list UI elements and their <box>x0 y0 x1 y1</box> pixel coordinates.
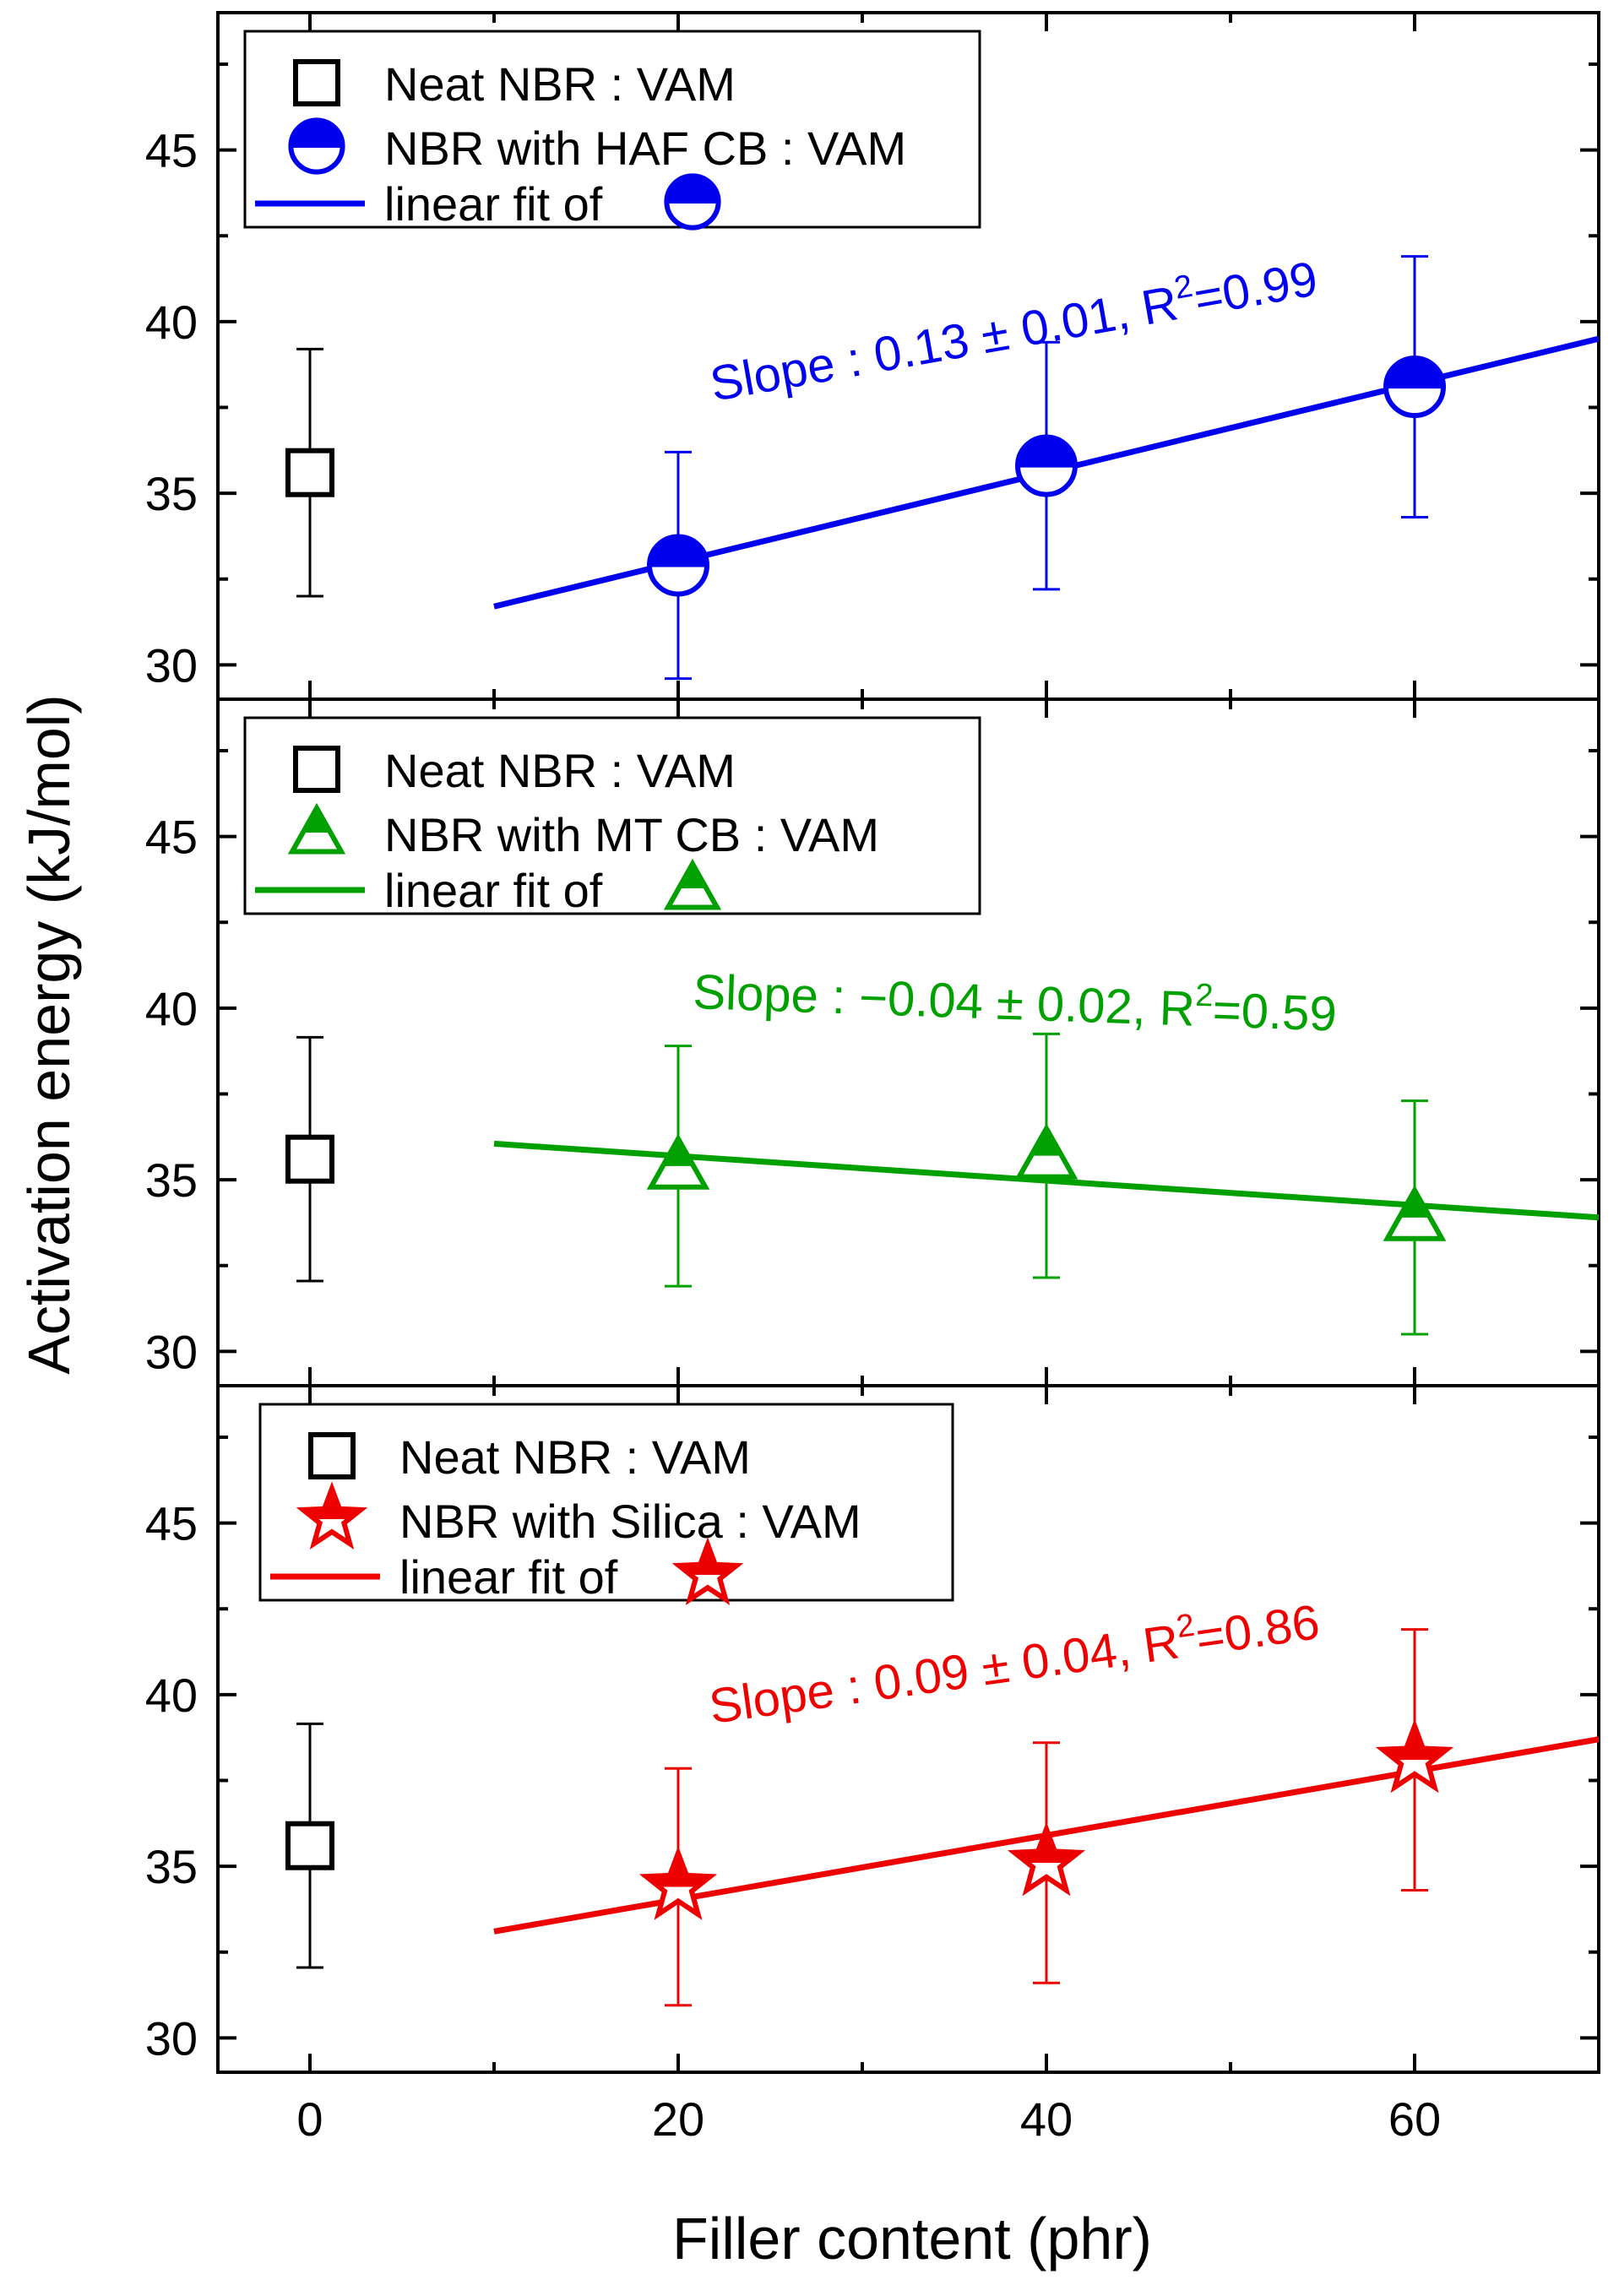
neat-point <box>285 1821 334 1870</box>
y-tick-label: 35 <box>145 1840 198 1893</box>
legend-filled-marker <box>296 1481 368 1550</box>
annotation-text: =0.59 <box>1212 983 1338 1042</box>
legend-neat-marker <box>308 1432 356 1479</box>
legend-label-fit: linear fit of <box>384 177 603 231</box>
panel-middle: 30 35 40 45 Neat NBR : VAM NBR with MT CB : V… <box>145 697 1600 1387</box>
y-tick-label: 30 <box>145 638 198 692</box>
y-axis: 30 35 40 45 <box>145 1386 1600 2072</box>
data-point <box>1014 1123 1078 1180</box>
x-tick-label: 0 <box>296 2092 323 2146</box>
plot-frame <box>216 1384 1600 2074</box>
data-point <box>646 1133 710 1190</box>
legend-filled-marker <box>288 117 345 175</box>
y-tick-label: 45 <box>145 811 198 864</box>
x-tick-label: 60 <box>1388 2092 1441 2146</box>
x-tick-label: 20 <box>652 2092 704 2146</box>
data-point <box>1007 1821 1086 1897</box>
legend-box <box>258 1403 954 1602</box>
y-tick-label: 35 <box>145 1153 198 1207</box>
y-tick-label: 40 <box>145 1669 198 1722</box>
y-tick-label: 40 <box>145 296 198 349</box>
legend-box <box>243 30 981 229</box>
x-axis-label: Filler content (phr) <box>672 2206 1152 2272</box>
x-tick-label: 40 <box>1020 2092 1073 2146</box>
y-tick-label: 45 <box>145 124 198 177</box>
legend-neat-marker <box>293 746 340 793</box>
annotation-superscript: 2 <box>1195 978 1214 1014</box>
y-tick-label: 35 <box>145 467 198 520</box>
legend: Neat NBR : VAM NBR with HAF CB : VAMlinea… <box>243 30 981 231</box>
neat-point <box>285 448 334 497</box>
x-tick-labels: 0 20 40 60 <box>296 2092 1441 2146</box>
legend-label-neat: Neat NBR : VAM <box>384 744 736 797</box>
legend-fit-marker <box>663 858 722 910</box>
legend: Neat NBR : VAM NBR with MT CB : VAMlinear… <box>243 716 981 917</box>
legend-label-neat: Neat NBR : VAM <box>384 57 736 111</box>
legend-filled-marker <box>287 802 346 855</box>
y-axis: 30 35 40 45 <box>145 13 1600 699</box>
legend-label-neat: Neat NBR : VAM <box>399 1430 751 1484</box>
data-point <box>647 534 709 597</box>
legend-label-fit: linear fit of <box>399 1550 618 1604</box>
data-point <box>1375 1718 1454 1794</box>
data-point <box>1383 356 1446 419</box>
legend-fit-marker <box>671 1537 744 1606</box>
y-tick-label: 30 <box>145 1325 198 1378</box>
legend-label-fit: linear fit of <box>384 864 603 917</box>
data-point <box>1383 1185 1447 1241</box>
y-tick-label: 30 <box>145 2011 198 2065</box>
legend-label-series: NBR with Silica : VAM <box>399 1495 861 1548</box>
panel-top: 30 35 40 45 Neat NBR : VAM NBR with HAF CB : … <box>145 11 1600 701</box>
y-tick-label: 40 <box>145 982 198 1035</box>
y-axis-label: Activation energy (kJ/mol) <box>16 694 82 1374</box>
legend-neat-marker <box>293 59 340 106</box>
y-axis: 30 35 40 45 <box>145 699 1600 1386</box>
data-point <box>638 1845 718 1920</box>
legend-box <box>243 716 981 915</box>
legend-label-series: NBR with HAF CB : VAM <box>384 122 906 175</box>
legend: Neat NBR : VAM NBR with Silica : VAMlinea… <box>258 1403 954 1606</box>
panels: 30 35 40 45 Neat NBR : VAM NBR with HAF CB : … <box>145 11 1600 2074</box>
legend-fit-marker <box>664 173 721 231</box>
legend-label-series: NBR with MT CB : VAM <box>384 808 879 861</box>
y-tick-label: 45 <box>145 1497 198 1550</box>
neat-point <box>285 1134 334 1184</box>
data-point <box>1015 434 1078 497</box>
